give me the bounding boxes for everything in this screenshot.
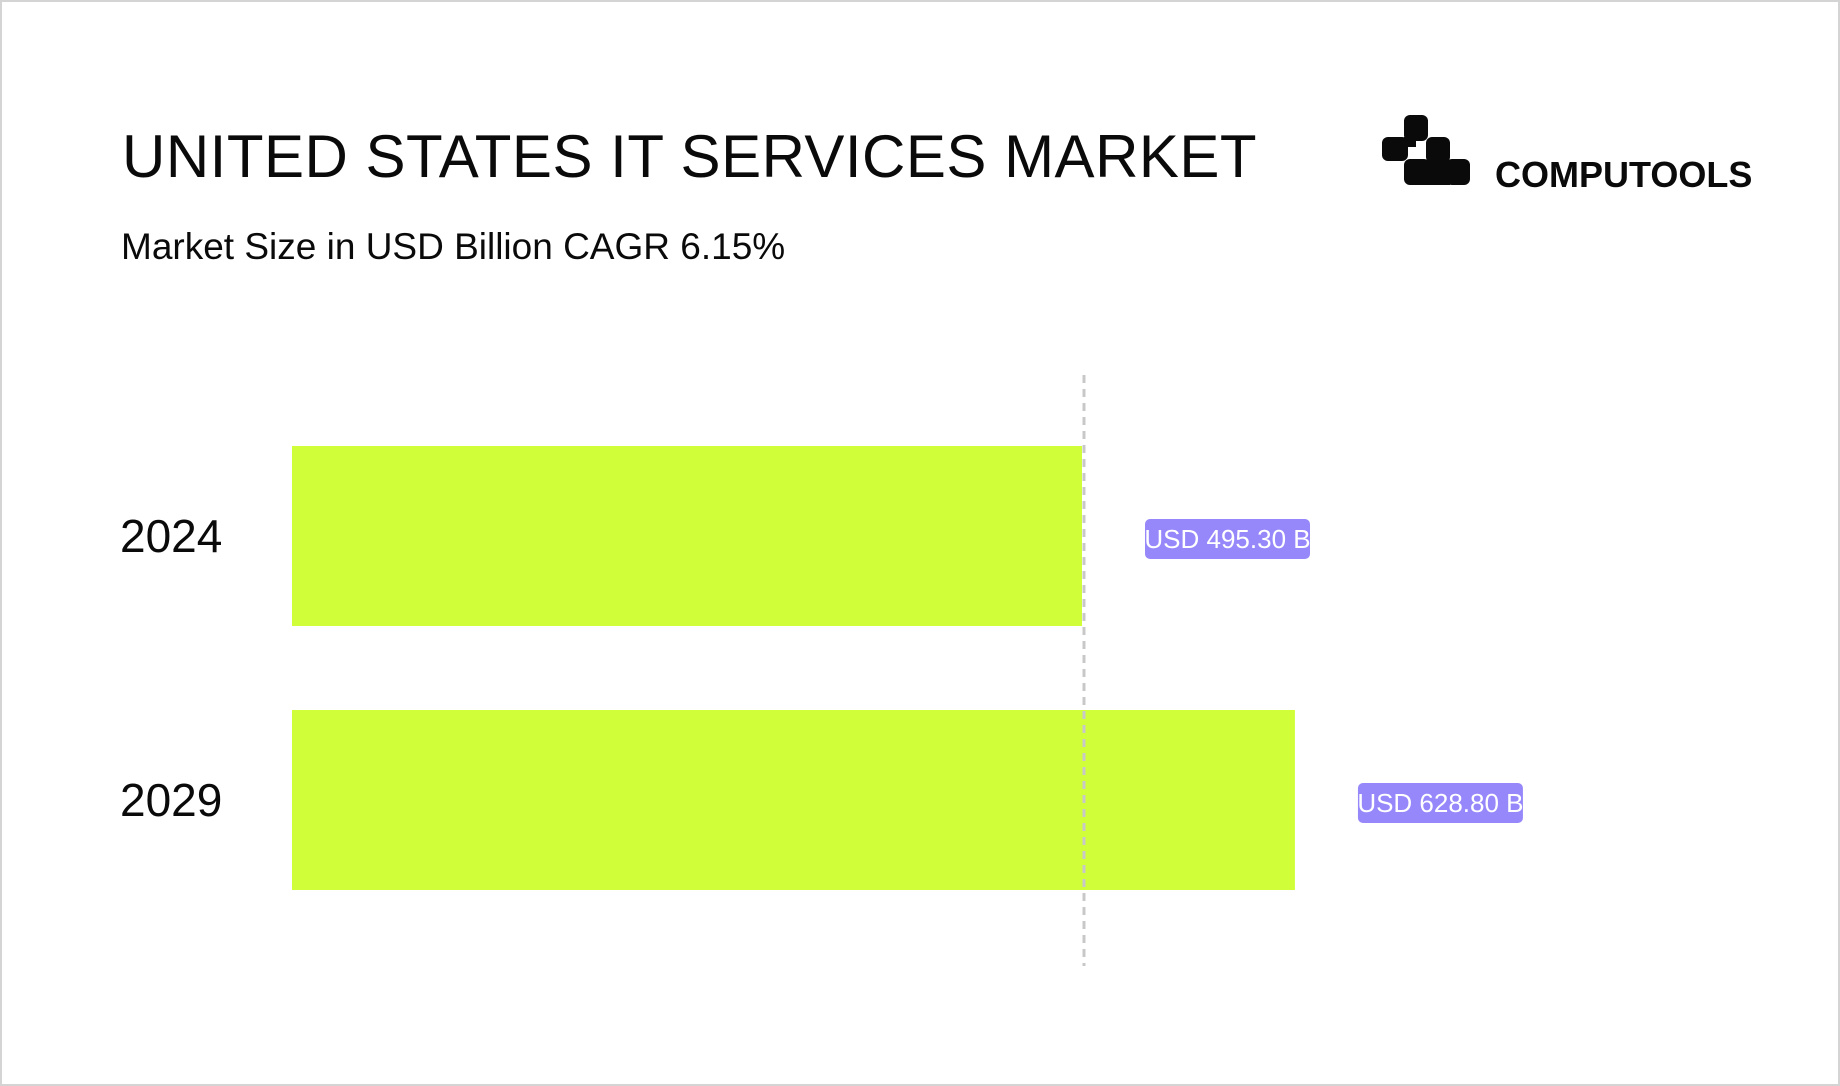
data-label-2024: USD 495.30 B xyxy=(1144,524,1310,554)
data-label-badge xyxy=(1145,519,1311,559)
chart-subtitle: Market Size in USD Billion CAGR 6.15% xyxy=(121,226,786,267)
data-label-2029: USD 628.80 B xyxy=(1357,788,1523,818)
computools-logo-icon xyxy=(1382,115,1470,185)
logo-wordmark: COMPUTOOLS xyxy=(1495,154,1753,195)
category-label-2029: 2029 xyxy=(120,774,222,826)
data-label-badge xyxy=(1357,783,1523,823)
bar-2024 xyxy=(292,446,1083,626)
chart-title: UNITED STATES IT SERVICES MARKET xyxy=(122,123,1258,190)
bar-2029 xyxy=(292,710,1295,890)
category-label-2024: 2024 xyxy=(120,510,222,562)
